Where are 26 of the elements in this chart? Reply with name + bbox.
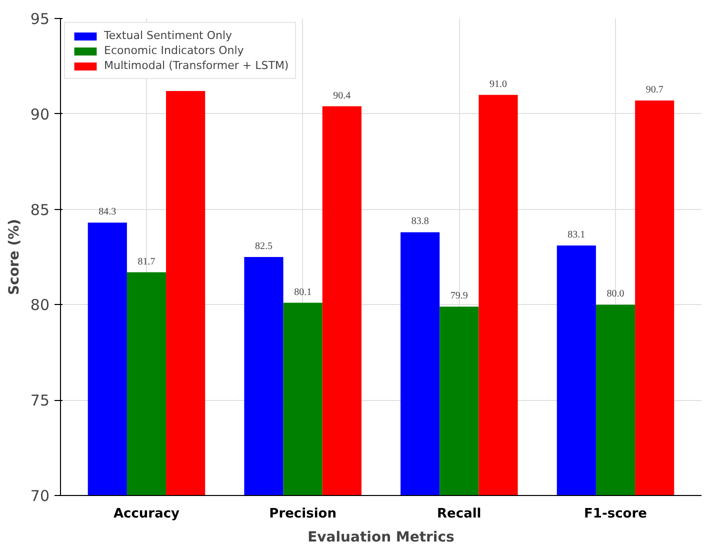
data-label: 84.3 — [98, 206, 116, 218]
data-label: 80.1 — [294, 286, 312, 298]
legend-label: Textual Sentiment Only — [104, 29, 232, 42]
data-label: 90.4 — [333, 90, 351, 102]
legend-label: Multimodal (Transformer + LSTM) — [104, 59, 289, 72]
x-tick-label: F1-score — [584, 506, 648, 522]
y-axis-title: Score (%) — [6, 218, 22, 296]
x-tick-label: Precision — [269, 506, 336, 522]
y-tick-label: 75 — [30, 392, 50, 410]
y-tick-label: 80 — [30, 296, 50, 314]
data-label: 80.0 — [606, 288, 624, 300]
data-label: 82.5 — [254, 241, 272, 252]
x-axis-title: Evaluation Metrics — [308, 530, 454, 546]
data-label: 83.8 — [411, 216, 429, 228]
x-tick-label: Recall — [437, 506, 482, 522]
y-tick-label: 95 — [30, 10, 50, 28]
legend-label: Economic Indicators Only — [104, 44, 244, 57]
data-label: 90.7 — [646, 84, 664, 96]
data-label: 83.1 — [568, 230, 586, 241]
data-label: 81.7 — [138, 256, 156, 268]
data-label: 79.9 — [450, 290, 468, 302]
y-tick-label: 90 — [30, 105, 50, 124]
x-tick-label: Accuracy — [113, 506, 180, 522]
y-tick-label: 85 — [30, 200, 50, 219]
y-tick-label: 70 — [30, 487, 50, 505]
data-label: 91.0 — [490, 78, 508, 90]
